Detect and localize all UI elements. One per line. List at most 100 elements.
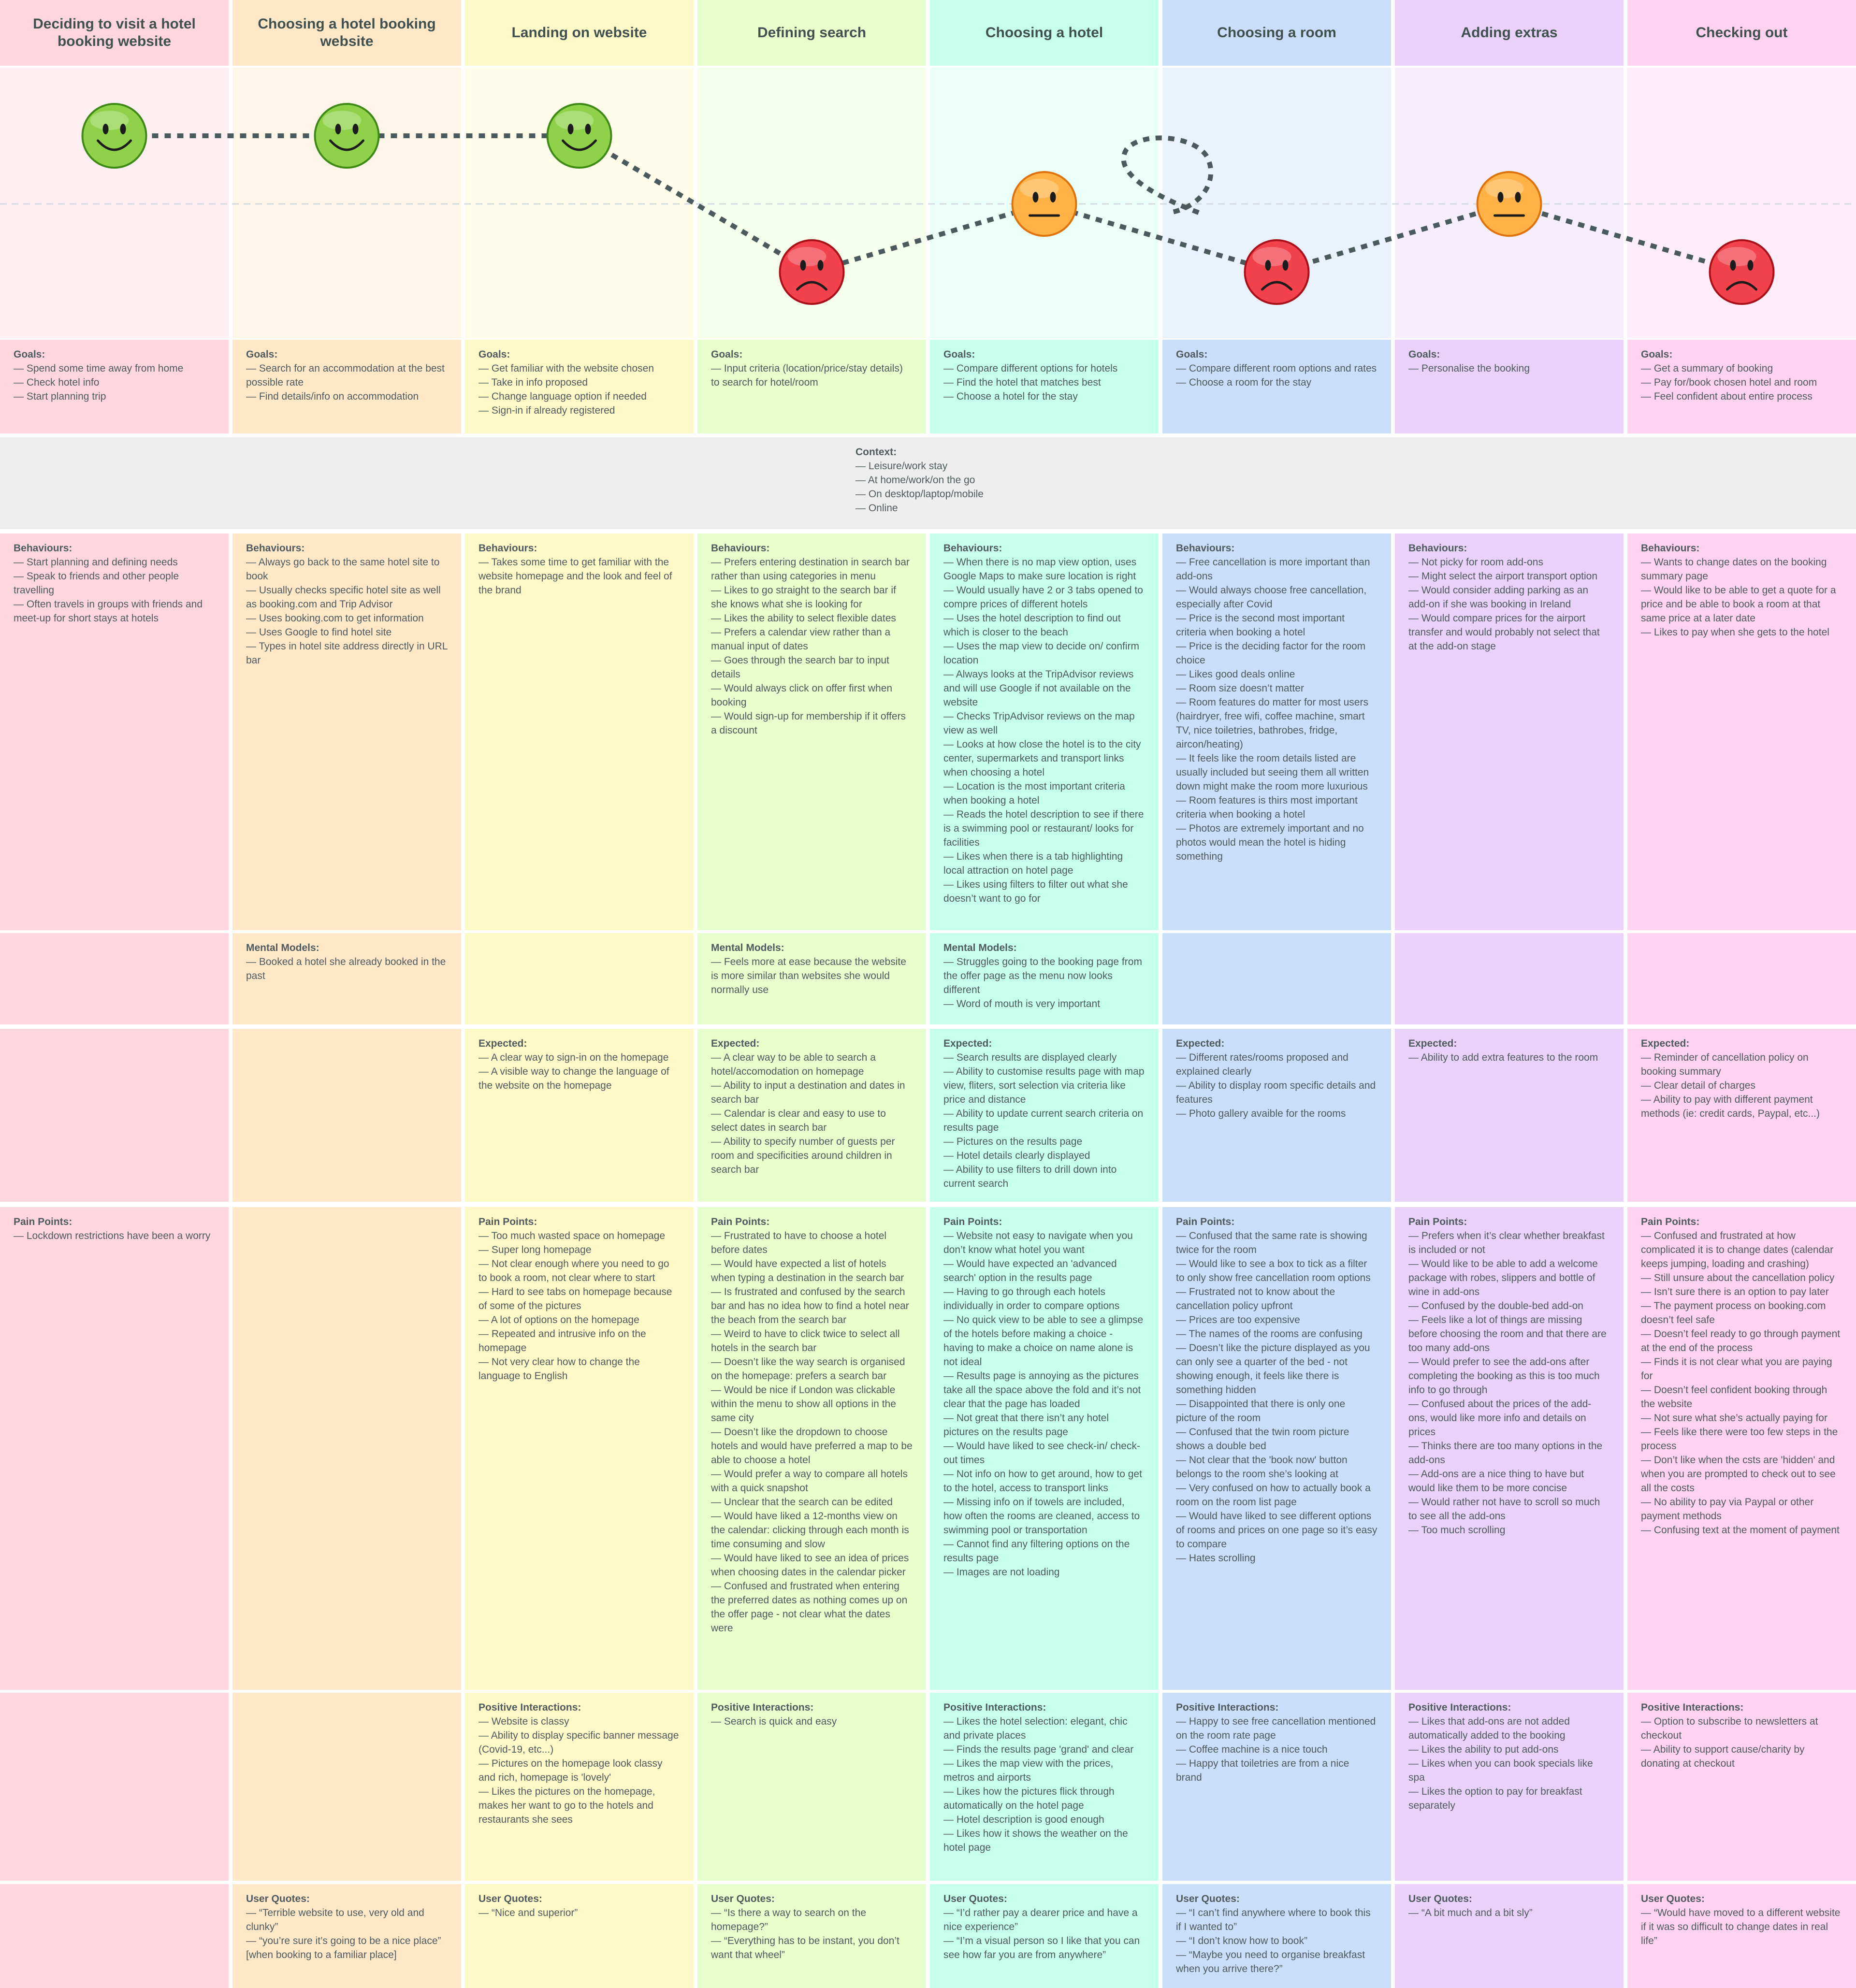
- mental-title: Mental Models:: [943, 942, 1017, 953]
- expected-item: Ability to customise results page with m…: [943, 1065, 1145, 1107]
- pain-item: Hard to see tabs on homepage because of …: [478, 1285, 680, 1313]
- behaviours-item: Would compare prices for the airport tra…: [1408, 611, 1610, 653]
- quotes-item: “A bit much and a bit sly”: [1408, 1906, 1610, 1920]
- positive-item: Happy that toiletries are from a nice br…: [1176, 1757, 1378, 1785]
- pain-item: Thinks there are too many options in the…: [1408, 1439, 1610, 1467]
- sad-face-icon: [779, 239, 845, 305]
- expected-item: Ability to pay with different payment me…: [1641, 1093, 1842, 1121]
- behaviours-cell: Behaviours:Wants to change dates on the …: [1627, 533, 1856, 930]
- behaviours-item: Would always click on offer first when b…: [711, 681, 913, 709]
- pain-title: Pain Points:: [1408, 1216, 1467, 1227]
- pain-title: Pain Points:: [943, 1216, 1002, 1227]
- quotes-cell: User Quotes: “Is there a way to search on…: [697, 1884, 926, 1988]
- behaviours-title: Behaviours:: [478, 543, 537, 554]
- happy-face-icon: [314, 103, 380, 169]
- pain-item: Disappointed that there is only one pict…: [1176, 1397, 1378, 1425]
- expected-item: Pictures on the results page: [943, 1135, 1145, 1149]
- behaviours-cell: Behaviours:Not picky for room add-onsMig…: [1395, 533, 1624, 930]
- pain-item: Would have liked a 12-months view on the…: [711, 1509, 913, 1551]
- behaviours-item: Likes using filters to filter out what s…: [943, 878, 1145, 906]
- mental-item: Word of mouth is very important: [943, 997, 1145, 1011]
- stage-header: Landing on website: [465, 0, 694, 66]
- pain-cell: Pain Points: Confused and frustrated at h…: [1627, 1207, 1856, 1690]
- pain-item: Not info on how to get around, how to ge…: [943, 1467, 1145, 1495]
- pain-item: Lockdown restrictions have been a worry: [14, 1229, 215, 1243]
- goals-cell: Goals:Input criteria (location/price/sta…: [697, 340, 926, 433]
- behaviours-item: Prefers a calendar view rather than a ma…: [711, 625, 913, 653]
- behaviours-item: Would consider adding parking as an add-…: [1408, 583, 1610, 611]
- pain-item: Confused by the double-bed add-on: [1408, 1299, 1610, 1313]
- pain-item: Would like to be able to add a welcome p…: [1408, 1257, 1610, 1299]
- quotes-item: “Terrible website to use, very old and c…: [246, 1906, 448, 1934]
- quotes-cell: User Quotes: “I’d rather pay a dearer pri…: [930, 1884, 1159, 1988]
- behaviours-item: Price is the second most important crite…: [1176, 611, 1378, 639]
- pain-item: Would have expected an 'advanced search'…: [943, 1257, 1145, 1285]
- happy-face-icon: [81, 103, 147, 169]
- pain-item: Doesn’t like the way search is organised…: [711, 1355, 913, 1383]
- quotes-cell: User Quotes: “Terrible website to use, ve…: [232, 1884, 461, 1988]
- emotion-curve: [0, 103, 1856, 305]
- pain-item: Would like to see a box to tick as a fil…: [1176, 1257, 1378, 1285]
- behaviours-title: Behaviours:: [14, 543, 72, 554]
- behaviours-item: Types in hotel site address directly in …: [246, 639, 448, 667]
- context-title: Context:: [856, 447, 897, 458]
- behaviours-item: Room features is thirs most important cr…: [1176, 793, 1378, 821]
- goals-item: Find the hotel that matches best: [943, 375, 1145, 389]
- quotes-item: “you’re sure it’s going to be a nice pla…: [246, 1934, 448, 1962]
- quotes-title: User Quotes:: [1408, 1893, 1472, 1904]
- pain-item: Frustrated not to know about the cancell…: [1176, 1285, 1378, 1313]
- positive-item: Website is classy: [478, 1714, 680, 1729]
- pain-item: Not sure what she’s actually paying for: [1641, 1411, 1842, 1425]
- expected-cell: Expected: A clear way to be able to searc…: [697, 1029, 926, 1202]
- positive-title: Positive Interactions:: [1176, 1702, 1279, 1713]
- behaviours-item: When there is no map view option, uses G…: [943, 555, 1145, 583]
- positive-item: Likes the hotel selection: elegant, chic…: [943, 1714, 1145, 1743]
- expected-item: A visible way to change the language of …: [478, 1065, 680, 1093]
- positive-title: Positive Interactions:: [478, 1702, 581, 1713]
- behaviours-item: Checks TripAdvisor reviews on the map vi…: [943, 709, 1145, 737]
- expected-item: Ability to display room specific details…: [1176, 1079, 1378, 1107]
- pain-item: Confused about the prices of the add-ons…: [1408, 1397, 1610, 1439]
- context-item: On desktop/laptop/mobile: [856, 487, 1842, 501]
- pain-item: Don’t like when the csts are 'hidden' an…: [1641, 1453, 1842, 1495]
- pain-title: Pain Points:: [14, 1216, 72, 1227]
- mental-cell: Mental Models: Feels more at ease because…: [697, 933, 926, 1024]
- pain-item: Would be nice if London was clickable wi…: [711, 1383, 913, 1425]
- goals-item: Get familiar with the website chosen: [478, 361, 680, 375]
- pain-item: Is frustrated and confused by the search…: [711, 1285, 913, 1327]
- quotes-title: User Quotes:: [1176, 1893, 1240, 1904]
- expected-item: Reminder of cancellation policy on booki…: [1641, 1051, 1842, 1079]
- emotion-line: [114, 133, 1742, 275]
- behaviours-cell: Behaviours:Free cancellation is more imp…: [1162, 533, 1391, 930]
- sad-face-icon: [1244, 239, 1310, 305]
- positive-cell: Positive Interactions:Option to subscrib…: [1627, 1693, 1856, 1881]
- quotes-title: User Quotes:: [246, 1893, 310, 1904]
- emotion-loop: [1121, 135, 1214, 215]
- behaviours-item: Likes to pay when she gets to the hotel: [1641, 625, 1842, 639]
- stage-header: Choosing a hotel: [930, 0, 1159, 66]
- positive-item: Likes that add-ons are not added automat…: [1408, 1714, 1610, 1743]
- mental-cell: Mental Models: Struggles going to the boo…: [930, 933, 1159, 1024]
- pain-item: Hates scrolling: [1176, 1551, 1378, 1565]
- quotes-cell: [0, 1884, 229, 1988]
- expected-cell: Expected: A clear way to sign-in on the h…: [465, 1029, 694, 1202]
- goals-item: Find details/info on accommodation: [246, 389, 448, 403]
- neutral-face-icon: [1011, 171, 1077, 237]
- pain-item: Add-ons are a nice thing to have but wou…: [1408, 1467, 1610, 1495]
- goals-cell: Goals:Search for an accommodation at the…: [232, 340, 461, 433]
- mental-cell: [465, 933, 694, 1024]
- expected-item: A clear way to sign-in on the homepage: [478, 1051, 680, 1065]
- goals-title: Goals:: [1176, 349, 1208, 360]
- expected-cell: Expected: Reminder of cancellation policy…: [1627, 1029, 1856, 1202]
- pain-item: Confusing text at the moment of payment: [1641, 1523, 1842, 1537]
- pain-item: Would have liked to see different option…: [1176, 1509, 1378, 1551]
- positive-item: Likes the pictures on the homepage, make…: [478, 1785, 680, 1827]
- behaviours-item: Speak to friends and other people travel…: [14, 569, 215, 597]
- pain-item: Having to go through each hotels individ…: [943, 1285, 1145, 1313]
- behaviours-item: Would like to be able to get a quote for…: [1641, 583, 1842, 625]
- goals-title: Goals:: [14, 349, 45, 360]
- positive-item: Pictures on the homepage look classy and…: [478, 1757, 680, 1785]
- behaviours-item: Location is the most important criteria …: [943, 779, 1145, 807]
- behaviours-item: Not picky for room add-ons: [1408, 555, 1610, 569]
- mental-item: Feels more at ease because the website i…: [711, 955, 913, 997]
